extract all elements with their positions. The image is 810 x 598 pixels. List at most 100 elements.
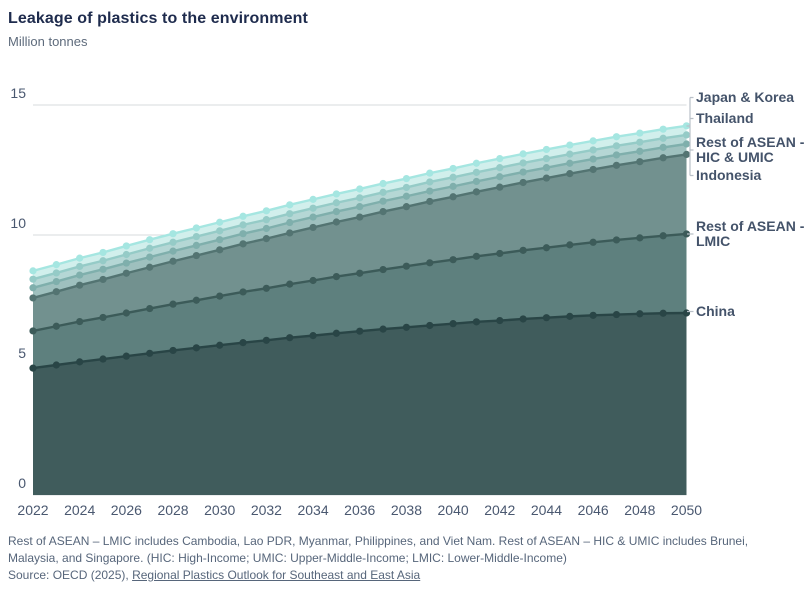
- data-point-marker: [426, 321, 434, 330]
- data-point-marker: [146, 349, 154, 357]
- data-point-marker: [262, 216, 270, 224]
- data-point-marker: [146, 236, 154, 244]
- data-point-marker: [636, 129, 644, 137]
- data-point-marker: [589, 146, 597, 154]
- data-point-marker: [472, 318, 481, 326]
- data-point-marker: [99, 355, 107, 363]
- data-point-marker: [449, 182, 457, 190]
- data-point-marker: [239, 339, 247, 347]
- x-tick-label: 2038: [391, 502, 422, 518]
- data-point-marker: [169, 238, 177, 246]
- data-point-marker: [566, 170, 574, 178]
- data-point-marker: [76, 317, 84, 326]
- data-point-marker: [122, 352, 130, 360]
- x-tick-label: 2042: [484, 502, 515, 518]
- data-point-marker: [52, 322, 60, 330]
- data-point-marker: [566, 159, 574, 167]
- data-point-marker: [519, 159, 527, 167]
- data-point-marker: [496, 249, 504, 258]
- data-point-marker: [286, 280, 294, 288]
- data-point-marker: [496, 316, 504, 325]
- data-point-marker: [426, 197, 434, 206]
- data-point-marker: [589, 311, 597, 319]
- series-label-japan-korea: Japan & Korea: [696, 90, 794, 105]
- data-point-marker: [519, 246, 527, 254]
- data-point-marker: [192, 296, 200, 304]
- data-point-marker: [612, 310, 621, 319]
- data-point-marker: [239, 288, 247, 296]
- series-label-indonesia: Indonesia: [696, 168, 761, 183]
- x-tick-label: 2036: [344, 502, 375, 518]
- data-point-marker: [332, 208, 341, 216]
- data-point-marker: [169, 230, 177, 238]
- data-point-marker: [519, 150, 527, 158]
- data-point-marker: [659, 232, 667, 240]
- data-point-marker: [449, 256, 457, 264]
- data-point-marker: [426, 178, 434, 186]
- y-tick-label: 5: [18, 345, 26, 361]
- data-point-marker: [402, 192, 411, 200]
- data-point-marker: [192, 224, 200, 232]
- data-point-marker: [472, 177, 481, 186]
- data-point-marker: [356, 194, 364, 202]
- data-point-marker: [99, 313, 107, 322]
- data-point-marker: [542, 174, 551, 182]
- x-tick-label: 2030: [204, 502, 235, 518]
- data-point-marker: [239, 240, 247, 248]
- data-point-marker: [99, 265, 107, 273]
- data-point-marker: [379, 179, 387, 188]
- data-point-marker: [286, 229, 294, 237]
- data-point-marker: [589, 137, 597, 145]
- x-tick-label: 2048: [624, 502, 655, 518]
- data-point-marker: [612, 151, 621, 159]
- stacked-area-chart: 0 5 10 15 2022 2024 2026 2028 2030 2032 2034 2036 20…: [10, 85, 702, 518]
- data-point-marker: [309, 276, 317, 285]
- data-point-marker: [519, 315, 527, 323]
- data-point-marker: [239, 230, 247, 238]
- area-band-0: [33, 313, 687, 495]
- data-point-marker: [262, 336, 270, 344]
- area-band-5: [33, 125, 687, 280]
- data-point-marker: [146, 253, 154, 261]
- data-point-marker: [402, 174, 411, 183]
- data-point-marker: [192, 232, 200, 241]
- data-point-marker: [659, 134, 667, 142]
- data-point-marker: [636, 234, 644, 242]
- data-point-marker: [612, 161, 621, 169]
- data-point-marker: [356, 269, 364, 277]
- data-point-marker: [402, 262, 411, 270]
- data-point-marker: [216, 292, 224, 300]
- data-point-marker: [122, 309, 130, 317]
- data-point-marker: [449, 164, 457, 173]
- data-point-marker: [29, 267, 37, 275]
- data-point-marker: [542, 314, 551, 322]
- data-point-marker: [636, 147, 644, 155]
- x-tick-label: 2028: [157, 502, 188, 518]
- area-band-2: [33, 154, 687, 331]
- data-point-marker: [449, 193, 457, 201]
- data-point-marker: [262, 207, 270, 215]
- data-point-marker: [216, 341, 224, 349]
- source-link[interactable]: Regional Plastics Outlook for Southeast …: [132, 568, 421, 582]
- footnote: Rest of ASEAN – LMIC includes Cambodia, …: [8, 533, 760, 584]
- data-point-marker: [379, 188, 387, 196]
- data-point-marker: [52, 269, 60, 277]
- footnote-source-prefix: Source: OECD (2025),: [8, 568, 133, 582]
- data-point-marker: [309, 195, 317, 203]
- data-point-marker: [636, 310, 644, 318]
- data-point-marker: [169, 247, 177, 255]
- data-point-marker: [612, 142, 621, 150]
- series-label-rest-asean-hic-umic: Rest of ASEAN - HIC & UMIC: [696, 135, 804, 165]
- series-label-text: HIC & UMIC: [696, 149, 774, 165]
- data-point-marker: [122, 269, 130, 277]
- data-point-marker: [379, 325, 387, 333]
- data-point-marker: [659, 309, 667, 317]
- data-point-marker: [169, 300, 177, 308]
- data-point-marker: [426, 169, 434, 177]
- data-point-marker: [76, 281, 84, 289]
- x-tick-label: 2024: [64, 502, 95, 518]
- y-tick-label: 15: [10, 85, 26, 101]
- data-point-marker: [76, 358, 84, 366]
- x-tick-label: 2022: [17, 502, 48, 518]
